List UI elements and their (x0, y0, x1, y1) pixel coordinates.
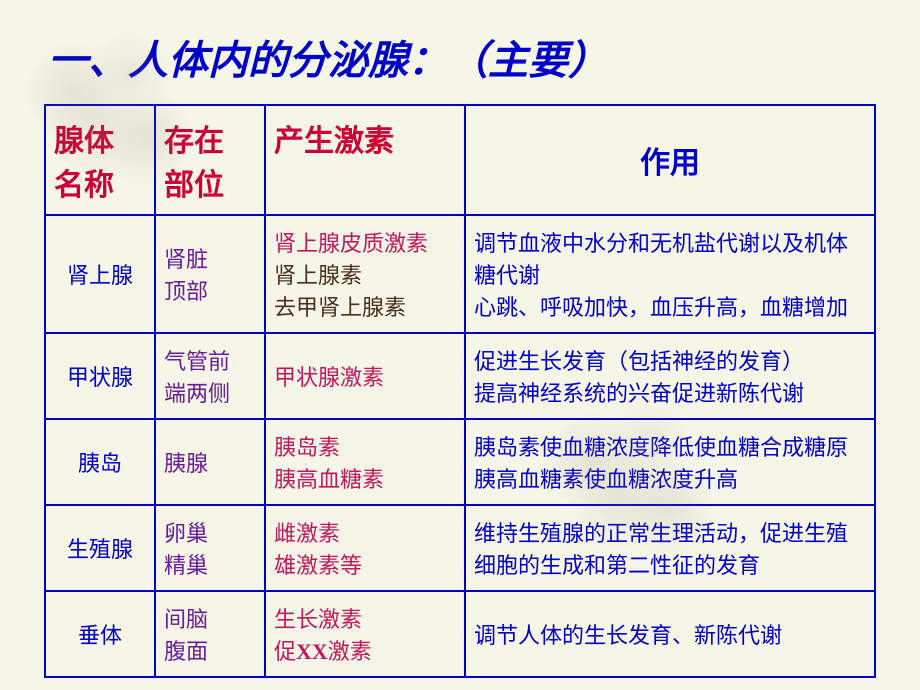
hormone-name: 甲状腺激素 (274, 360, 456, 392)
header-text: 腺体 (54, 125, 114, 158)
effect-cell: 调节人体的生长发育、新陈代谢 (465, 591, 875, 677)
effect-cell: 促进生长发育（包括神经的发育）提高神经系统的兴奋促进新陈代谢 (465, 333, 875, 419)
location-line: 间脑 (164, 607, 208, 632)
table-row: 甲状腺气管前端两侧甲状腺激素促进生长发育（包括神经的发育）提高神经系统的兴奋促进… (45, 333, 875, 419)
slide-title: 一、人体内的分泌腺：（主要） (0, 0, 920, 104)
table-row: 生殖腺卵巢精巢雌激素雄激素等维持生殖腺的正常生理活动，促进生殖细胞的生成和第二性… (45, 505, 875, 591)
hormone-name: 生长激素 (274, 602, 456, 634)
hormone-name: 胰高血糖素 (274, 462, 456, 494)
effect-cell: 维持生殖腺的正常生理活动，促进生殖细胞的生成和第二性征的发育 (465, 505, 875, 591)
header-text: 产生激素 (274, 125, 394, 158)
hormone-name: 胰岛素 (274, 430, 456, 462)
hormone-cell: 生长激素促XX激素 (265, 591, 465, 677)
effect-line: 调节血液中水分和无机盐代谢以及机体糖代谢 (474, 226, 866, 290)
hormone-name: 肾上腺皮质激素 (274, 226, 456, 258)
location-line: 肾脏 (164, 247, 208, 272)
hormone-cell: 肾上腺皮质激素肾上腺素去甲肾上腺素 (265, 215, 465, 333)
gland-location-cell: 气管前端两侧 (155, 333, 265, 419)
hormone-cell: 胰岛素胰高血糖素 (265, 419, 465, 505)
location-line: 卵巢 (164, 521, 208, 546)
location-line: 气管前 (164, 349, 230, 374)
glands-table: 腺体名称存在部位产生激素作用 肾上腺肾脏顶部肾上腺皮质激素肾上腺素去甲肾上腺素调… (44, 104, 876, 678)
table-row: 胰岛 胰腺 胰岛素胰高血糖素胰岛素使血糖浓度降低使血糖合成糖原胰高血糖素使血糖浓度升… (45, 419, 875, 505)
table-header-2: 产生激素 (265, 105, 465, 215)
hormone-name: 雌激素 (274, 516, 456, 548)
table-header-1: 存在部位 (155, 105, 265, 215)
location-line: 端两侧 (164, 381, 230, 406)
gland-location-cell: 肾脏顶部 (155, 215, 265, 333)
hormone-name: 雄激素等 (274, 548, 456, 580)
effect-line: 胰岛素使血糖浓度降低使血糖合成糖原 (474, 430, 866, 462)
effect-cell: 胰岛素使血糖浓度降低使血糖合成糖原胰高血糖素使血糖浓度升高 (465, 419, 875, 505)
header-text: 名称 (54, 169, 114, 202)
header-text: 作用 (640, 147, 700, 180)
table-row: 垂体间脑腹面生长激素促XX激素调节人体的生长发育、新陈代谢 (45, 591, 875, 677)
gland-name: 甲状腺 (67, 365, 133, 390)
title-note: （主要） (448, 38, 608, 83)
gland-name: 肾上腺 (67, 263, 133, 288)
table-header-3: 作用 (465, 105, 875, 215)
hormone-bold-part: XX (296, 639, 328, 664)
gland-name-cell: 垂体 (45, 591, 155, 677)
effect-line: 维持生殖腺的正常生理活动，促进生殖细胞的生成和第二性征的发育 (474, 516, 866, 580)
effect-line: 调节人体的生长发育、新陈代谢 (474, 618, 866, 650)
header-text: 部位 (164, 169, 224, 202)
gland-name: 生殖腺 (67, 537, 133, 562)
hormone-name: 促XX激素 (274, 634, 456, 666)
gland-name: 胰岛 (78, 451, 122, 476)
hormone-cell: 甲状腺激素 (265, 333, 465, 419)
hormone-name: 肾上腺素 (274, 258, 456, 290)
effect-cell: 调节血液中水分和无机盐代谢以及机体糖代谢心跳、呼吸加快，血压升高，血糖增加 (465, 215, 875, 333)
location-line: 胰腺 (164, 451, 208, 476)
effect-line: 心跳、呼吸加快，血压升高，血糖增加 (474, 290, 866, 322)
effect-line: 促进生长发育（包括神经的发育） (474, 344, 866, 376)
gland-location-cell: 胰腺 (155, 419, 265, 505)
effect-line: 提高神经系统的兴奋促进新陈代谢 (474, 376, 866, 408)
gland-name-cell: 生殖腺 (45, 505, 155, 591)
location-line: 腹面 (164, 639, 208, 664)
header-text: 存在 (164, 125, 224, 158)
gland-name-cell: 肾上腺 (45, 215, 155, 333)
location-line: 精巢 (164, 553, 208, 578)
gland-name-cell: 甲状腺 (45, 333, 155, 419)
table-header-row: 腺体名称存在部位产生激素作用 (45, 105, 875, 215)
table-row: 肾上腺肾脏顶部肾上腺皮质激素肾上腺素去甲肾上腺素调节血液中水分和无机盐代谢以及机… (45, 215, 875, 333)
hormone-name: 去甲肾上腺素 (274, 290, 456, 322)
hormone-cell: 雌激素雄激素等 (265, 505, 465, 591)
gland-location-cell: 间脑腹面 (155, 591, 265, 677)
gland-location-cell: 卵巢精巢 (155, 505, 265, 591)
gland-name: 垂体 (78, 623, 122, 648)
effect-line: 胰高血糖素使血糖浓度升高 (474, 462, 866, 494)
gland-name-cell: 胰岛 (45, 419, 155, 505)
title-main: 一、人体内的分泌腺： (48, 38, 448, 83)
location-line: 顶部 (164, 279, 208, 304)
table-header-0: 腺体名称 (45, 105, 155, 215)
